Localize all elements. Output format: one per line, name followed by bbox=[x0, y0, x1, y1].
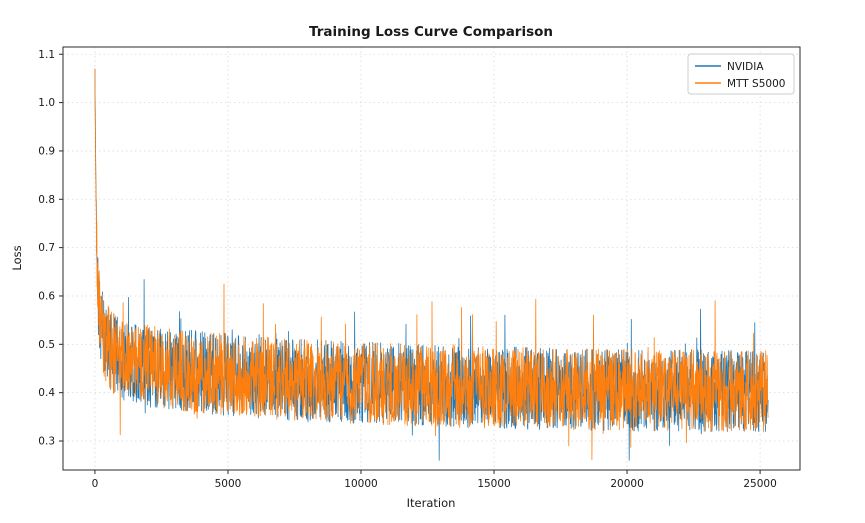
y-tick-label: 1.1 bbox=[38, 49, 55, 61]
x-tick-label: 25000 bbox=[743, 478, 776, 490]
x-tick-label: 10000 bbox=[344, 478, 377, 490]
y-axis-label: Loss bbox=[10, 245, 24, 270]
axis-ticks: 0.3 0.4 0.5 0.6 0.7 0.8 0.9 1.0 1.1 0 5000 10000 150… bbox=[38, 49, 776, 490]
y-tick-label: 0.8 bbox=[38, 194, 55, 206]
legend-label-mtt-s5000: MTT S5000 bbox=[727, 78, 785, 90]
x-tick-label: 20000 bbox=[610, 478, 643, 490]
y-tick-label: 0.6 bbox=[38, 290, 55, 302]
y-tick-label: 0.5 bbox=[38, 339, 55, 351]
x-tick-label: 15000 bbox=[477, 478, 510, 490]
y-tick-label: 0.3 bbox=[38, 435, 55, 447]
chart-title: Training Loss Curve Comparison bbox=[309, 24, 553, 40]
series-line-mtt-s5000 bbox=[94, 68, 769, 460]
x-tick-label: 5000 bbox=[215, 478, 242, 490]
y-tick-label: 0.4 bbox=[38, 387, 55, 399]
y-tick-label: 1.0 bbox=[38, 97, 55, 109]
legend-box bbox=[687, 53, 795, 95]
y-tick-label: 0.9 bbox=[38, 145, 55, 157]
y-tick-label: 0.7 bbox=[38, 242, 55, 254]
axes-spines bbox=[62, 46, 801, 471]
x-tick-label: 0 bbox=[92, 478, 99, 490]
legend: NVIDIA MTT S5000 bbox=[687, 53, 795, 95]
x-axis-label: Iteration bbox=[407, 496, 456, 510]
legend-label-nvidia: NVIDIA bbox=[727, 61, 764, 73]
series-lines bbox=[94, 68, 769, 461]
